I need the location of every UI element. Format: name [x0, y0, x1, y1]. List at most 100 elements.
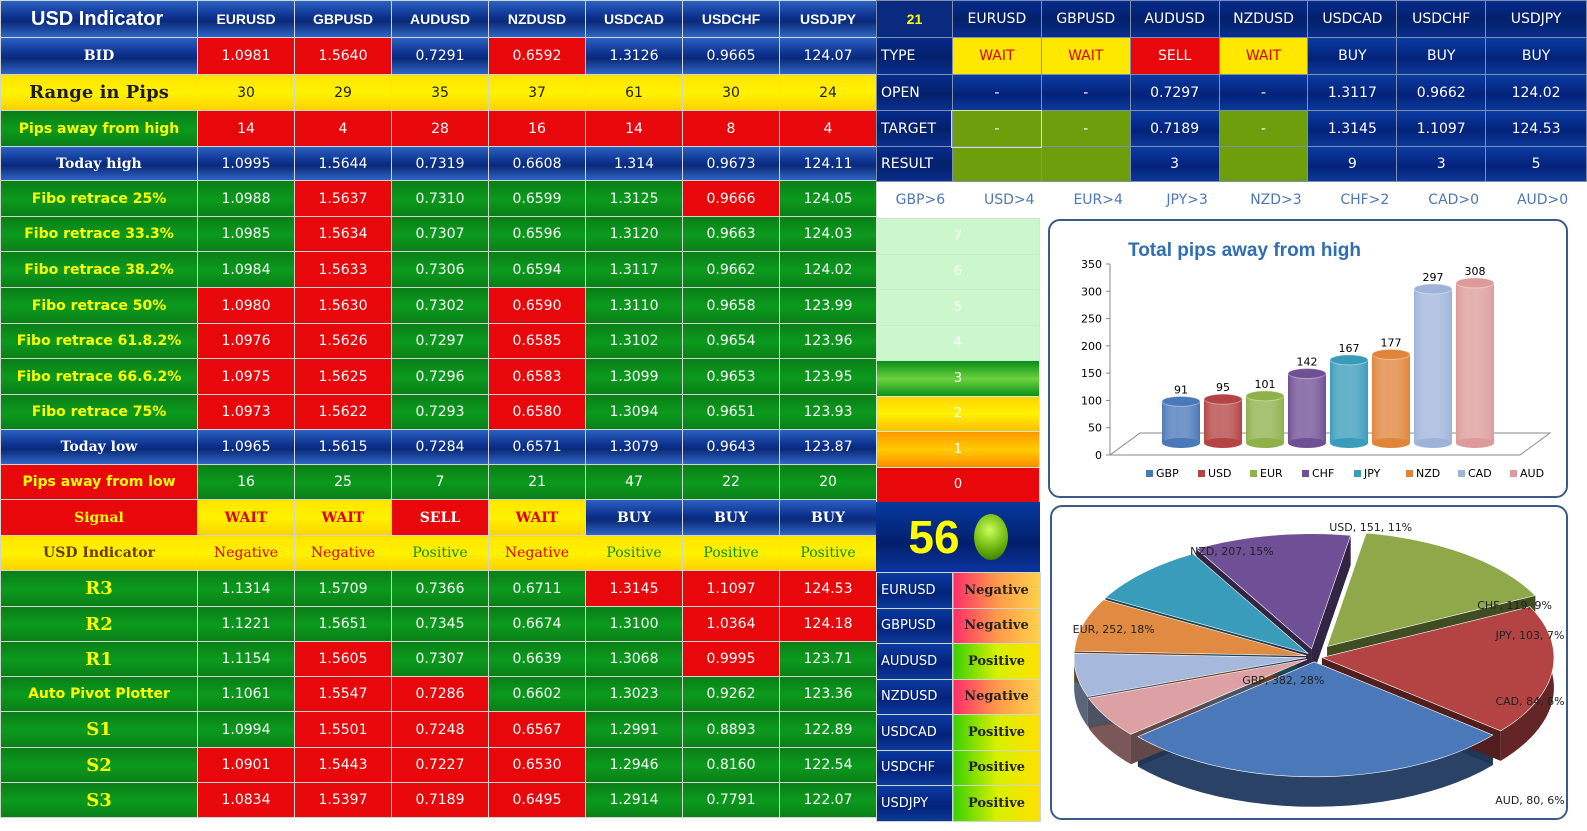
- currency-rank-eur: EUR>4: [1073, 192, 1123, 208]
- pie-label-aud: AUD, 80, 6%: [1495, 794, 1564, 807]
- pie-label-usd: USD, 151, 11%: [1329, 521, 1412, 534]
- cell-usdcad: 1.314: [585, 146, 683, 181]
- y-tick-label: 300: [1081, 285, 1102, 298]
- trade-result-nzdusd: -: [1218, 146, 1309, 182]
- pair-header-usdjpy: USDJPY: [779, 0, 877, 38]
- row-label-fibo-retrace-25-: Fibo retrace 25%: [0, 180, 198, 217]
- trade-open-usdjpy: 124.02: [1485, 74, 1587, 111]
- cell-usdjpy: 123.36: [779, 676, 877, 712]
- bar-value-label: 101: [1255, 378, 1276, 391]
- cell-eurusd: 1.0994: [197, 711, 295, 748]
- legend-swatch-cad: [1458, 470, 1465, 477]
- pie-chart-panel: GBP, 382, 28% AUD, 80, 6% CAD, 84, 6% JPY, …: [1050, 505, 1568, 820]
- cell-usdchf: 0.9666: [682, 180, 780, 217]
- counter-value: 56: [908, 511, 960, 563]
- sentiment-value-usdjpy: Positive: [952, 785, 1041, 822]
- legend-swatch-gbp: [1146, 470, 1153, 477]
- cell-eurusd: 1.0980: [197, 287, 295, 324]
- cell-nzdusd: 0.6585: [488, 323, 586, 359]
- trade-target-gbpusd: -: [1040, 110, 1131, 147]
- cell-nzdusd: 0.6596: [488, 216, 586, 252]
- cell-audusd: 0.7366: [391, 570, 489, 607]
- cell-eurusd: 1.0985: [197, 216, 295, 252]
- cell-nzdusd: 37: [488, 74, 586, 111]
- row-label-s2: S2: [0, 747, 198, 783]
- bar-aud: [1455, 277, 1495, 448]
- cell-usdjpy: 123.99: [779, 287, 877, 324]
- cell-gbpusd: 1.5615: [294, 429, 392, 465]
- cell-usdcad: 1.2991: [585, 711, 683, 748]
- cell-audusd: 35: [391, 74, 489, 111]
- trade-result-usdchf: 3: [1396, 146, 1487, 182]
- cell-audusd: 0.7297: [391, 323, 489, 359]
- score-value: 21: [876, 0, 953, 38]
- legend-label-gbp: GBP: [1156, 467, 1179, 480]
- cell-gbpusd: 1.5605: [294, 641, 392, 677]
- cell-eurusd: 1.0981: [197, 37, 295, 75]
- cell-usdcad: Positive: [585, 535, 683, 571]
- trade-row-label-open: OPEN: [876, 74, 953, 111]
- trade-open-audusd: 0.7297: [1129, 74, 1220, 111]
- cell-nzdusd: 0.6580: [488, 394, 586, 430]
- trade-header-usdcad: USDCAD: [1307, 0, 1398, 38]
- cell-usdjpy: 123.71: [779, 641, 877, 677]
- trade-result-eurusd: -: [951, 146, 1042, 182]
- cell-gbpusd: 1.5634: [294, 216, 392, 252]
- cell-usdcad: 1.3068: [585, 641, 683, 677]
- cell-usdchf: 22: [682, 464, 780, 500]
- gauge-level-5: 5: [876, 289, 1040, 326]
- cell-gbpusd: 1.5640: [294, 37, 392, 75]
- sentiment-value-eurusd: Negative: [952, 572, 1041, 609]
- cell-usdjpy: 123.93: [779, 394, 877, 430]
- cell-usdjpy: 124.03: [779, 216, 877, 252]
- cell-usdcad: 1.3023: [585, 676, 683, 712]
- cell-usdcad: BUY: [585, 499, 683, 536]
- cell-usdchf: 0.9643: [682, 429, 780, 465]
- cell-usdcad: 1.3079: [585, 429, 683, 465]
- pie-label-cad: CAD, 84, 6%: [1495, 695, 1564, 708]
- pie-slice-chf: [1105, 553, 1309, 654]
- legend-label-jpy: JPY: [1363, 467, 1381, 480]
- pie-chart: GBP, 382, 28% AUD, 80, 6% CAD, 84, 6% JPY, …: [1073, 521, 1565, 807]
- row-label-r3: R3: [0, 570, 198, 607]
- legend-label-eur: EUR: [1260, 467, 1283, 480]
- cell-usdcad: 1.2914: [585, 782, 683, 818]
- trade-header-audusd: AUDUSD: [1129, 0, 1220, 38]
- cell-audusd: 0.7306: [391, 251, 489, 288]
- cell-gbpusd: 1.5644: [294, 146, 392, 181]
- sentiment-pair-usdchf: USDCHF: [876, 749, 953, 786]
- cell-usdcad: 1.3110: [585, 287, 683, 324]
- legend-swatch-nzd: [1406, 470, 1413, 477]
- cell-usdchf: 0.7791: [682, 782, 780, 818]
- trade-result-gbpusd: -: [1040, 146, 1131, 182]
- y-tick-label: 150: [1081, 367, 1102, 380]
- pie-slice-jpy: [1074, 599, 1307, 657]
- cell-gbpusd: WAIT: [294, 499, 392, 536]
- row-label-s1: S1: [0, 711, 198, 748]
- bar-gbp: [1161, 395, 1201, 448]
- legend-swatch-aud: [1510, 470, 1517, 477]
- y-tick-label: 350: [1081, 258, 1102, 271]
- cell-eurusd: 16: [197, 464, 295, 500]
- row-label-fibo-retrace-33-3-: Fibo retrace 33.3%: [0, 216, 198, 252]
- cell-usdchf: 0.9665: [682, 37, 780, 75]
- cell-eurusd: 1.0965: [197, 429, 295, 465]
- cell-usdcad: 1.3126: [585, 37, 683, 75]
- y-tick-label: 50: [1088, 422, 1102, 435]
- cell-nzdusd: 0.6571: [488, 429, 586, 465]
- cell-nzdusd: 0.6530: [488, 747, 586, 783]
- cell-nzdusd: 0.6495: [488, 782, 586, 818]
- corner-label: USD Indicator: [0, 0, 198, 38]
- cell-gbpusd: 1.5397: [294, 782, 392, 818]
- cell-audusd: 0.7286: [391, 676, 489, 712]
- currency-rank-gbp: GBP>6: [895, 192, 946, 208]
- pair-header-usdcad: USDCAD: [585, 0, 683, 38]
- pie-side-gbp: [1137, 735, 1493, 807]
- signal-counter: 56: [876, 502, 1040, 572]
- cell-eurusd: 30: [197, 74, 295, 111]
- y-tick-label: 250: [1081, 313, 1102, 326]
- usd-sentiment-table: EURUSD Negative GBPUSD Negative AUDUSD Positi…: [876, 572, 1041, 822]
- cell-audusd: 28: [391, 110, 489, 147]
- cell-audusd: 0.7302: [391, 287, 489, 324]
